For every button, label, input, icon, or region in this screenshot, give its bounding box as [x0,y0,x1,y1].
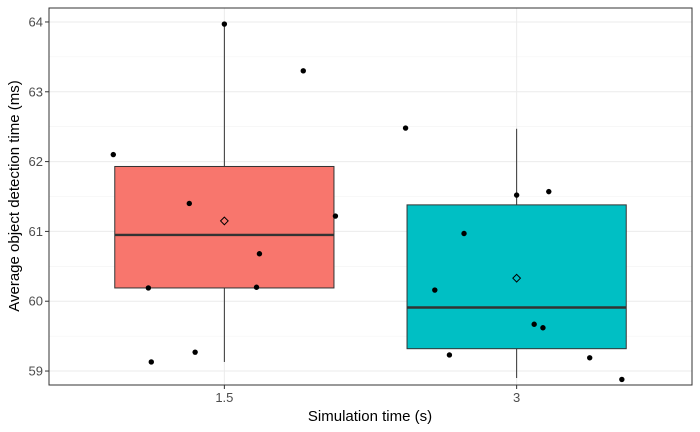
data-point [221,21,228,27]
mean-marker [512,273,522,283]
data-points [110,21,625,383]
data-point [145,285,152,291]
data-point [253,284,260,290]
x-tick-label: 1.5 [215,390,233,405]
y-tick-label: 61 [29,224,43,239]
data-point [531,321,537,327]
y-axis-ticks: 59 60 61 62 63 64 [29,14,49,379]
data-point [546,188,552,195]
data-point [432,287,438,293]
data-point [300,68,306,74]
x-axis-title: Simulation time (s) [308,408,432,425]
y-tick-label: 62 [29,154,43,169]
y-tick-label: 60 [29,294,43,309]
y-tick-label: 64 [29,14,43,29]
y-tick-label: 59 [29,364,43,379]
mean-marker [219,216,229,226]
data-point [192,349,198,355]
data-point [587,355,593,361]
whiskers [223,24,518,379]
data-point [402,125,409,131]
data-point [513,192,520,198]
box-1.5 [114,165,335,289]
data-point [148,359,154,365]
data-point [186,200,192,207]
data-point [540,325,546,331]
data-point [461,230,467,237]
data-point [256,251,263,257]
box-3 [406,204,627,350]
y-tick-label: 63 [29,84,43,99]
data-point [619,376,625,383]
data-point [110,151,117,158]
data-point [332,213,339,219]
x-tick-label: 3 [513,390,520,405]
boxes [114,165,627,350]
y-axis-title: Average object detection time (ms) [6,80,23,312]
data-point [446,352,453,358]
x-axis-ticks: 1.5 3 [215,385,520,405]
plot-panel-border [48,7,693,386]
